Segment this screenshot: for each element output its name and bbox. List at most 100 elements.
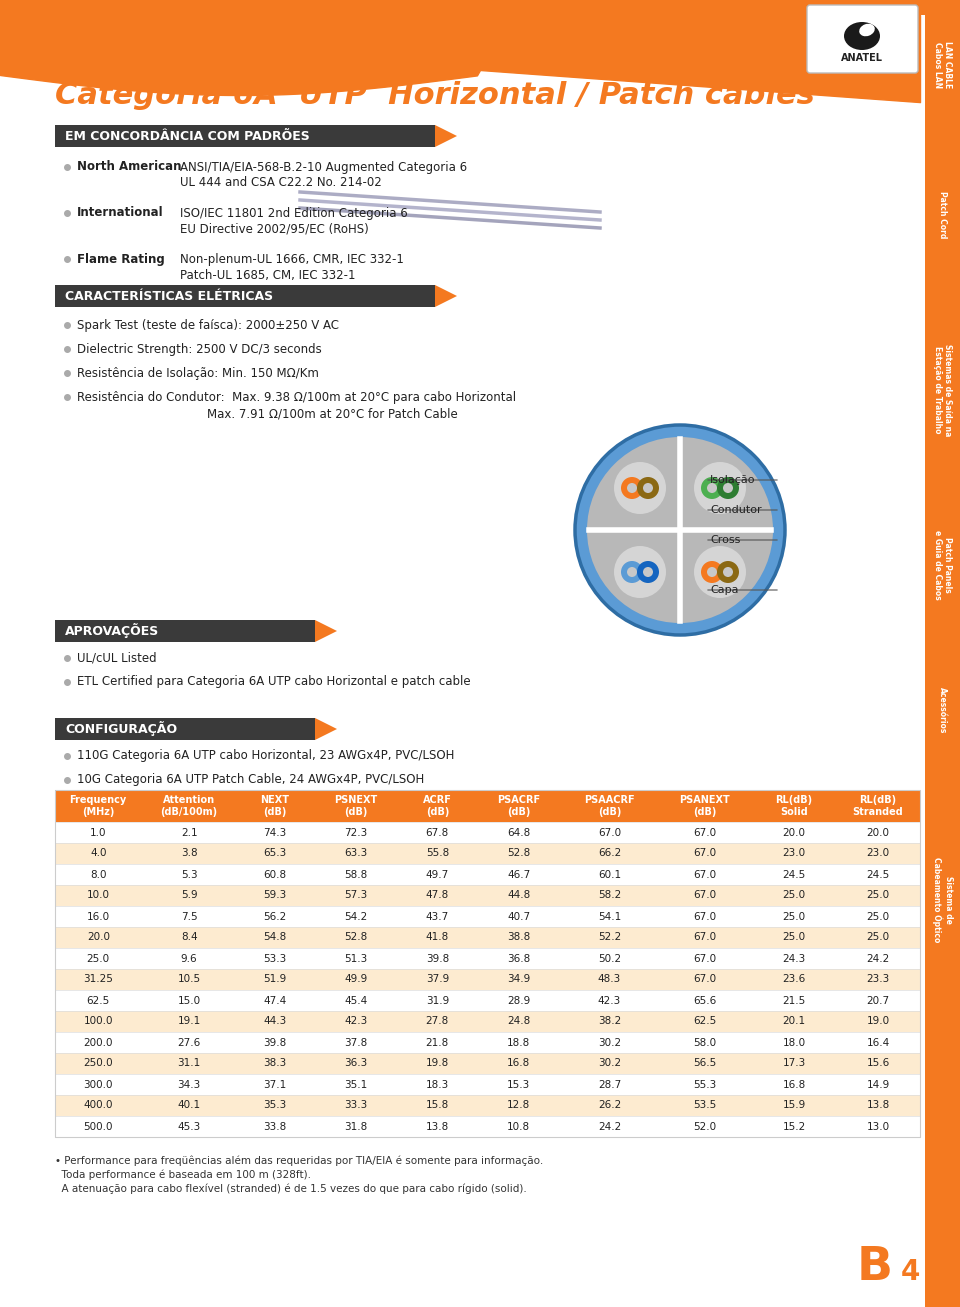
Text: 45.3: 45.3 — [178, 1121, 201, 1132]
Text: 55.3: 55.3 — [693, 1080, 716, 1090]
Text: 23.6: 23.6 — [782, 975, 805, 984]
Text: Categoria 6A  UTP  Horizontal / Patch cables: Categoria 6A UTP Horizontal / Patch cabl… — [55, 81, 815, 110]
Text: 67.0: 67.0 — [693, 954, 716, 963]
Circle shape — [621, 561, 643, 583]
Bar — [55, 789, 920, 1137]
Text: 250.0: 250.0 — [84, 1059, 113, 1069]
Circle shape — [637, 561, 659, 583]
Text: 67.8: 67.8 — [425, 827, 449, 838]
Text: 16.8: 16.8 — [782, 1080, 805, 1090]
Text: 20.1: 20.1 — [782, 1017, 805, 1026]
Text: 9.6: 9.6 — [180, 954, 198, 963]
Circle shape — [701, 561, 723, 583]
Text: 19.0: 19.0 — [867, 1017, 890, 1026]
Text: 10.5: 10.5 — [178, 975, 201, 984]
Text: 8.4: 8.4 — [180, 932, 198, 942]
Text: 16.0: 16.0 — [86, 911, 109, 921]
Text: Resistência do Condutor:  Max. 9.38 Ω/100m at 20°C para cabo Horizontal: Resistência do Condutor: Max. 9.38 Ω/100… — [77, 391, 516, 404]
Bar — [55, 789, 920, 822]
Text: 5.3: 5.3 — [180, 869, 198, 880]
Circle shape — [707, 567, 717, 576]
Text: 58.2: 58.2 — [598, 890, 621, 901]
Text: 67.0: 67.0 — [693, 932, 716, 942]
Bar — [55, 843, 920, 864]
Text: 31.25: 31.25 — [84, 975, 113, 984]
Text: 54.2: 54.2 — [345, 911, 368, 921]
Text: 17.3: 17.3 — [782, 1059, 805, 1069]
Text: Sistemas de Saída na
Estação de Trabalho: Sistemas de Saída na Estação de Trabalho — [933, 344, 952, 437]
Text: 31.8: 31.8 — [345, 1121, 368, 1132]
Text: 21.8: 21.8 — [425, 1038, 449, 1047]
Text: 34.9: 34.9 — [507, 975, 530, 984]
Text: 38.3: 38.3 — [263, 1059, 286, 1069]
Text: 25.0: 25.0 — [867, 911, 890, 921]
Text: 50.2: 50.2 — [598, 954, 621, 963]
Text: 40.7: 40.7 — [507, 911, 530, 921]
Bar — [55, 927, 920, 948]
Text: PSANEXT
(dB): PSANEXT (dB) — [680, 795, 730, 817]
Text: 24.2: 24.2 — [867, 954, 890, 963]
Text: 67.0: 67.0 — [693, 975, 716, 984]
Text: UL/cUL Listed: UL/cUL Listed — [77, 651, 156, 664]
Circle shape — [694, 461, 746, 514]
Text: 38.2: 38.2 — [598, 1017, 621, 1026]
Circle shape — [707, 484, 717, 493]
Bar — [55, 1074, 920, 1095]
Text: 67.0: 67.0 — [693, 890, 716, 901]
Bar — [925, 0, 960, 1307]
Text: 18.3: 18.3 — [425, 1080, 449, 1090]
Text: Dielectric Strength: 2500 V DC/3 seconds: Dielectric Strength: 2500 V DC/3 seconds — [77, 342, 322, 356]
Text: 56.5: 56.5 — [693, 1059, 716, 1069]
Bar — [55, 125, 435, 146]
Text: 25.0: 25.0 — [782, 911, 805, 921]
Text: 4.0: 4.0 — [90, 848, 107, 859]
Text: 54.1: 54.1 — [598, 911, 621, 921]
Bar — [55, 1012, 920, 1033]
Text: 16.4: 16.4 — [867, 1038, 890, 1047]
Text: 35.1: 35.1 — [345, 1080, 368, 1090]
Circle shape — [717, 477, 739, 499]
Text: 27.6: 27.6 — [178, 1038, 201, 1047]
Text: 30.2: 30.2 — [598, 1038, 621, 1047]
Circle shape — [694, 546, 746, 599]
Text: 400.0: 400.0 — [84, 1100, 113, 1111]
Circle shape — [621, 477, 643, 499]
Text: 38.8: 38.8 — [507, 932, 530, 942]
Text: ETL Certified para Categoria 6A UTP cabo Horizontal e patch cable: ETL Certified para Categoria 6A UTP cabo… — [77, 676, 470, 689]
Circle shape — [587, 437, 773, 623]
Text: • Performance para freqüências além das requeridas por TIA/EIA é somente para in: • Performance para freqüências além das … — [55, 1155, 543, 1166]
Text: 100.0: 100.0 — [84, 1017, 113, 1026]
Text: 39.8: 39.8 — [263, 1038, 286, 1047]
Text: International: International — [77, 207, 163, 220]
Text: Patch-UL 1685, CM, IEC 332-1: Patch-UL 1685, CM, IEC 332-1 — [180, 268, 355, 281]
Text: 23.0: 23.0 — [867, 848, 890, 859]
Text: 40.1: 40.1 — [178, 1100, 201, 1111]
Text: 28.9: 28.9 — [507, 996, 530, 1005]
Text: 24.5: 24.5 — [867, 869, 890, 880]
Text: 33.8: 33.8 — [263, 1121, 286, 1132]
Text: 47.8: 47.8 — [425, 890, 449, 901]
Text: 44.3: 44.3 — [263, 1017, 286, 1026]
Text: 12.8: 12.8 — [507, 1100, 530, 1111]
Text: Condutor: Condutor — [710, 505, 761, 515]
Text: 30.2: 30.2 — [598, 1059, 621, 1069]
Bar — [55, 885, 920, 906]
Text: NEXT
(dB): NEXT (dB) — [260, 795, 289, 817]
Text: 500.0: 500.0 — [84, 1121, 113, 1132]
Text: 60.8: 60.8 — [263, 869, 286, 880]
Text: 16.8: 16.8 — [507, 1059, 530, 1069]
Text: 65.6: 65.6 — [693, 996, 716, 1005]
Text: 57.3: 57.3 — [345, 890, 368, 901]
Text: 33.3: 33.3 — [345, 1100, 368, 1111]
Text: ANATEL: ANATEL — [841, 54, 883, 63]
Text: 67.0: 67.0 — [693, 827, 716, 838]
Text: 25.0: 25.0 — [782, 932, 805, 942]
Circle shape — [627, 484, 637, 493]
Text: 31.9: 31.9 — [425, 996, 449, 1005]
Text: 37.9: 37.9 — [425, 975, 449, 984]
Text: 42.3: 42.3 — [345, 1017, 368, 1026]
Circle shape — [717, 561, 739, 583]
Text: 15.3: 15.3 — [507, 1080, 530, 1090]
Text: ISO/IEC 11801 2nd Edition Categoria 6: ISO/IEC 11801 2nd Edition Categoria 6 — [180, 207, 408, 220]
Text: 14.9: 14.9 — [867, 1080, 890, 1090]
